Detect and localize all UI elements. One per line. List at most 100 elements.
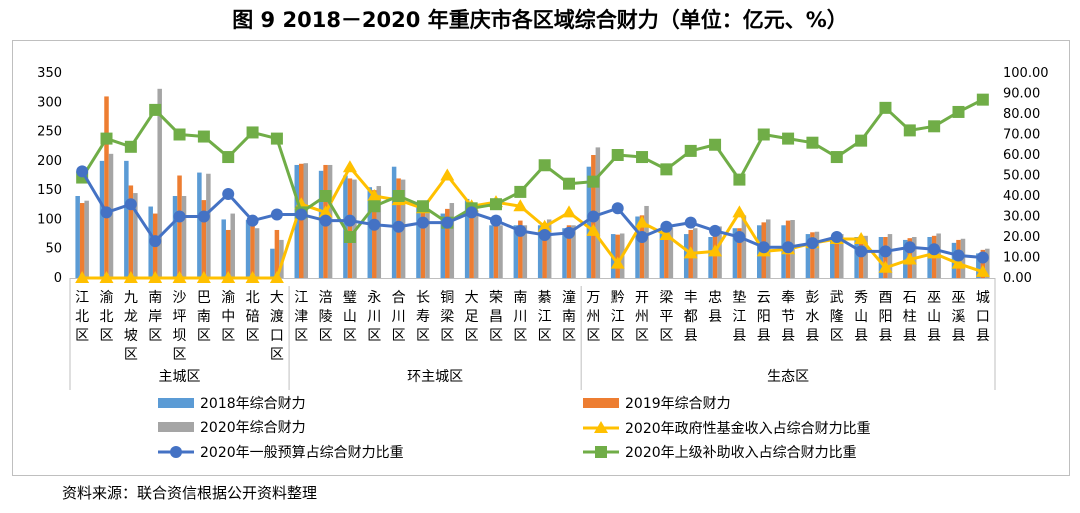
x-tick-label-char: 水: [805, 309, 819, 325]
legend-swatch: [583, 398, 619, 408]
bar-2018: [562, 228, 567, 278]
marker-circle: [855, 245, 868, 258]
x-tick-label-char: 区: [416, 328, 430, 344]
marker-circle: [319, 214, 332, 227]
marker-circle: [611, 202, 624, 215]
marker-circle: [709, 224, 722, 237]
marker-square: [368, 200, 381, 213]
marker-circle: [197, 210, 210, 223]
x-tick-label-char: 昌: [489, 309, 503, 325]
x-tick-label-char: 奉: [781, 290, 795, 306]
x-tick-label-char: 区: [635, 328, 649, 344]
y-right-tick-label: 10.00: [1003, 251, 1040, 266]
marker-triangle: [537, 219, 552, 232]
marker-triangle: [659, 227, 674, 240]
legend-swatch: [158, 422, 194, 432]
x-tick-label-char: 区: [538, 328, 552, 344]
marker-triangle: [342, 160, 357, 173]
bar-2019: [201, 200, 207, 278]
marker-square: [684, 144, 697, 157]
marker-square: [392, 190, 405, 202]
bar-2018: [878, 237, 884, 278]
marker-square: [830, 151, 843, 164]
bar-2020: [546, 219, 552, 278]
x-tick-label-char: 南: [197, 309, 211, 325]
x-tick-label-char: 口: [270, 328, 284, 344]
x-tick-label-char: 綦: [538, 290, 552, 306]
marker-square: [636, 151, 649, 164]
y-left-tick-label: 300: [37, 95, 62, 110]
bar-2019: [883, 237, 888, 278]
marker-square: [149, 103, 162, 116]
x-tick-label-char: 阳: [757, 309, 771, 325]
bar-2018: [99, 160, 105, 278]
marker-circle: [489, 214, 502, 227]
bar-2020: [887, 234, 893, 278]
chart-title: 图 9 2018－2020 年重庆市各区域综合财力（单位：亿元、%）: [232, 8, 848, 32]
x-tick-label-char: 区: [319, 328, 333, 344]
marker-circle: [806, 237, 819, 250]
x-tick-label-char: 山: [343, 309, 357, 325]
bar-2018: [659, 231, 665, 278]
x-tick-label-char: 阳: [878, 309, 892, 325]
x-tick-label-char: 县: [976, 328, 990, 344]
marker-square: [173, 128, 186, 141]
x-tick-label-char: 区: [148, 328, 162, 344]
x-tick-label-char: 江: [75, 290, 89, 306]
marker-circle: [270, 208, 283, 221]
legend-marker: [595, 446, 607, 458]
marker-square: [806, 136, 819, 149]
x-tick-label-char: 万: [586, 290, 600, 306]
x-tick-label-char: 渡: [270, 309, 284, 325]
bar-2018: [416, 201, 421, 278]
marker-triangle: [221, 271, 236, 283]
legend-label: 2018年综合财力: [200, 396, 306, 412]
bar-2018: [513, 225, 519, 278]
bar-2019: [469, 213, 474, 278]
marker-square: [855, 134, 868, 147]
x-tick-label-char: 碚: [246, 309, 260, 325]
x-tick-label-char: 县: [708, 309, 722, 325]
marker-circle: [757, 241, 770, 254]
bar-2020: [863, 235, 868, 278]
x-tick-label-char: 沙: [173, 290, 187, 306]
x-tick-label-char: 川: [392, 309, 406, 325]
x-tick-label-char: 县: [805, 328, 819, 344]
y-left-tick-label: 250: [37, 125, 62, 140]
x-tick-label-char: 州: [586, 309, 600, 325]
legend-label: 2020年综合财力: [200, 420, 306, 436]
marker-square: [976, 93, 989, 106]
marker-circle: [149, 235, 162, 248]
bar-2018: [635, 216, 640, 278]
x-tick-label-char: 江: [294, 290, 308, 306]
x-tick-label-char: 都: [684, 309, 698, 325]
x-tick-label-char: 区: [367, 328, 381, 344]
marker-square: [538, 159, 551, 172]
x-tick-label-char: 渝: [100, 290, 114, 306]
marker-triangle: [951, 256, 966, 269]
bar-2019: [980, 249, 986, 278]
x-tick-label-char: 彭: [805, 290, 819, 306]
marker-circle: [587, 210, 600, 223]
bar-2019: [810, 232, 815, 278]
bar-2019: [104, 96, 109, 279]
marker-square: [270, 132, 283, 145]
marker-square: [416, 200, 429, 213]
x-tick-label-char: 合: [392, 290, 406, 306]
marker-circle: [343, 214, 356, 227]
marker-circle: [928, 243, 941, 256]
bar-2018: [440, 213, 446, 278]
x-tick-label-char: 津: [294, 309, 308, 325]
x-tick-label-char: 区: [343, 328, 357, 344]
marker-circle: [246, 214, 259, 227]
marker-square: [782, 132, 795, 145]
x-tick-label-char: 潼: [562, 289, 576, 306]
bar-2019: [445, 208, 450, 278]
x-tick-label-char: 区: [586, 328, 600, 344]
bar-2018: [270, 248, 275, 278]
x-tick-label-char: 区: [221, 328, 235, 344]
marker-triangle: [123, 271, 138, 283]
y-left-tick-label: 200: [37, 154, 62, 169]
x-tick-label-char: 酉: [878, 290, 892, 306]
bar-2020: [644, 205, 649, 278]
